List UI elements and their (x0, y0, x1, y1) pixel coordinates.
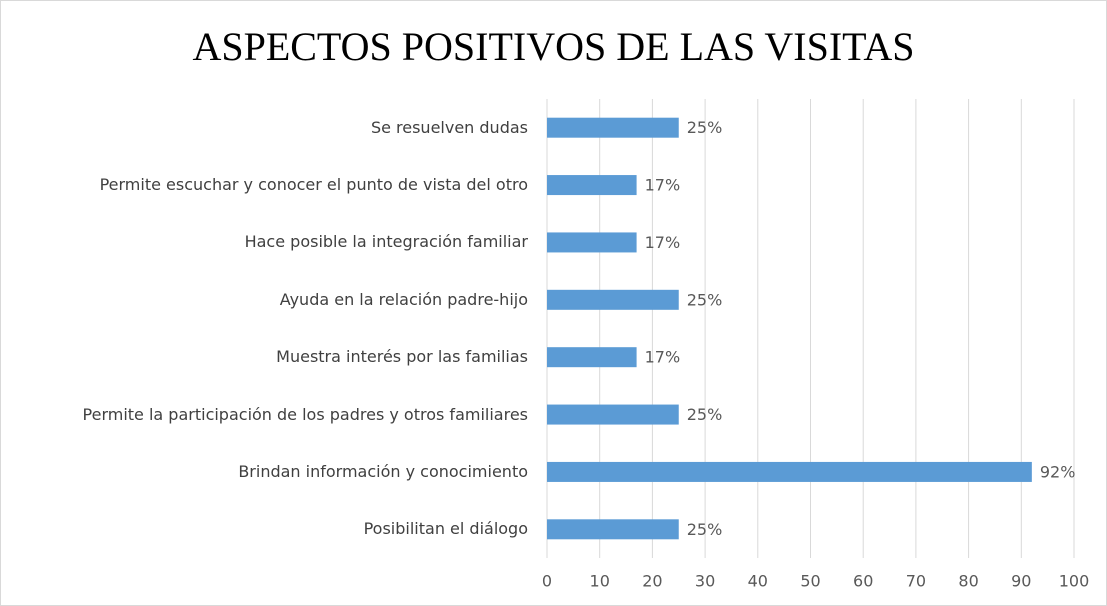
y-tick-label: Posibilitan el diálogo (363, 519, 528, 539)
value-label: 17% (645, 233, 681, 252)
category-label-box: Permite escuchar y conocer el punto de v… (68, 174, 528, 196)
category-label-box: Muestra interés por las familias (68, 346, 528, 368)
y-tick-label: Permite la participación de los padres y… (82, 404, 528, 424)
x-tick-label: 20 (642, 572, 662, 591)
category-label-box: Brindan información y conocimiento (68, 461, 528, 483)
x-tick-label: 60 (853, 572, 873, 591)
y-tick-label: Ayuda en la relación padre-hijo (279, 289, 528, 309)
category-label-box: Ayuda en la relación padre-hijo (68, 289, 528, 311)
x-tick-label: 0 (542, 572, 552, 591)
x-tick-label: 80 (958, 572, 978, 591)
value-label: 25% (687, 290, 723, 309)
bar (547, 289, 679, 310)
x-tick-label: 50 (800, 572, 820, 591)
category-label-box: Hace posible la integración familiar (68, 231, 528, 253)
x-tick-label: 90 (1011, 572, 1031, 591)
bar (547, 117, 679, 138)
y-tick-label: Brindan información y conocimiento (238, 461, 528, 481)
x-tick-label: 30 (695, 572, 715, 591)
bar (547, 519, 679, 540)
y-tick-label: Muestra interés por las familias (276, 347, 528, 367)
chart-title: ASPECTOS POSITIVOS DE LAS VISITAS (192, 24, 915, 69)
category-label-box: Permite la participación de los padres y… (68, 404, 528, 426)
bar (547, 232, 637, 253)
y-tick-label: Se resuelven dudas (370, 117, 528, 137)
x-tick-label: 10 (590, 572, 610, 591)
bar (547, 347, 637, 368)
bar (547, 175, 637, 196)
value-label: 17% (645, 348, 681, 367)
category-label-box: Se resuelven dudas (68, 117, 528, 139)
bar (547, 461, 1032, 482)
category-label-box: Posibilitan el diálogo (68, 518, 528, 540)
bar (547, 404, 679, 425)
value-label: 25% (687, 520, 723, 539)
x-tick-label: 100 (1059, 572, 1090, 591)
x-tick-label: 40 (748, 572, 768, 591)
value-label: 25% (687, 118, 723, 137)
y-tick-label: Hace posible la integración familiar (244, 232, 528, 252)
y-tick-label: Permite escuchar y conocer el punto de v… (99, 175, 528, 195)
x-tick-label: 70 (906, 572, 926, 591)
value-label: 92% (1040, 462, 1076, 481)
value-label: 25% (687, 405, 723, 424)
value-label: 17% (645, 176, 681, 195)
